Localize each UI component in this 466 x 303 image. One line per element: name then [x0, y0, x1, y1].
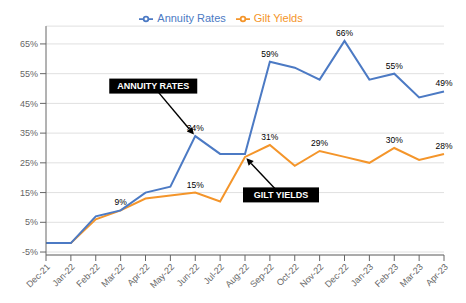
svg-text:31%: 31% — [261, 132, 278, 142]
svg-text:35%: 35% — [20, 128, 38, 138]
svg-text:Jan-22: Jan-22 — [50, 262, 77, 289]
svg-text:59%: 59% — [261, 49, 278, 59]
svg-text:Feb-22: Feb-22 — [74, 262, 101, 289]
svg-text:Feb-23: Feb-23 — [373, 262, 400, 289]
svg-text:Jul-22: Jul-22 — [201, 261, 227, 287]
svg-text:Mar-22: Mar-22 — [99, 262, 126, 289]
svg-text:GILT YIELDS: GILT YIELDS — [254, 190, 309, 200]
svg-text:55%: 55% — [20, 69, 38, 79]
svg-text:Aug-22: Aug-22 — [223, 262, 251, 290]
svg-text:29%: 29% — [311, 138, 328, 148]
svg-text:Apr-23: Apr-23 — [424, 262, 450, 288]
svg-text:66%: 66% — [336, 28, 353, 38]
svg-text:55%: 55% — [386, 61, 403, 71]
svg-text:-5%: -5% — [22, 247, 38, 257]
svg-text:15%: 15% — [187, 180, 204, 190]
svg-text:30%: 30% — [386, 135, 403, 145]
svg-text:34%: 34% — [187, 123, 204, 133]
svg-text:15%: 15% — [20, 188, 38, 198]
svg-text:Jan-23: Jan-23 — [349, 262, 376, 289]
svg-text:45%: 45% — [20, 99, 38, 109]
svg-text:25%: 25% — [20, 158, 38, 168]
svg-text:Nov-22: Nov-22 — [298, 262, 326, 290]
svg-text:Mar-23: Mar-23 — [398, 262, 425, 289]
svg-text:Jun-22: Jun-22 — [175, 262, 202, 289]
svg-text:Oct-22: Oct-22 — [275, 262, 301, 288]
svg-text:Sep-22: Sep-22 — [248, 262, 276, 290]
svg-text:28%: 28% — [435, 141, 452, 151]
svg-text:ANNUITY RATES: ANNUITY RATES — [117, 81, 189, 91]
svg-text:Dec-22: Dec-22 — [323, 262, 351, 290]
svg-text:5%: 5% — [25, 217, 38, 227]
svg-text:May-22: May-22 — [148, 262, 176, 290]
svg-text:49%: 49% — [435, 78, 452, 88]
svg-text:Apr-22: Apr-22 — [125, 262, 151, 288]
html-text:Annuity Rates: Annuity Rates — [157, 12, 226, 24]
html-text:Gilt Yields: Gilt Yields — [253, 12, 303, 24]
svg-text:9%: 9% — [114, 197, 127, 207]
svg-text:Dec-21: Dec-21 — [24, 262, 52, 290]
svg-text:65%: 65% — [20, 39, 38, 49]
